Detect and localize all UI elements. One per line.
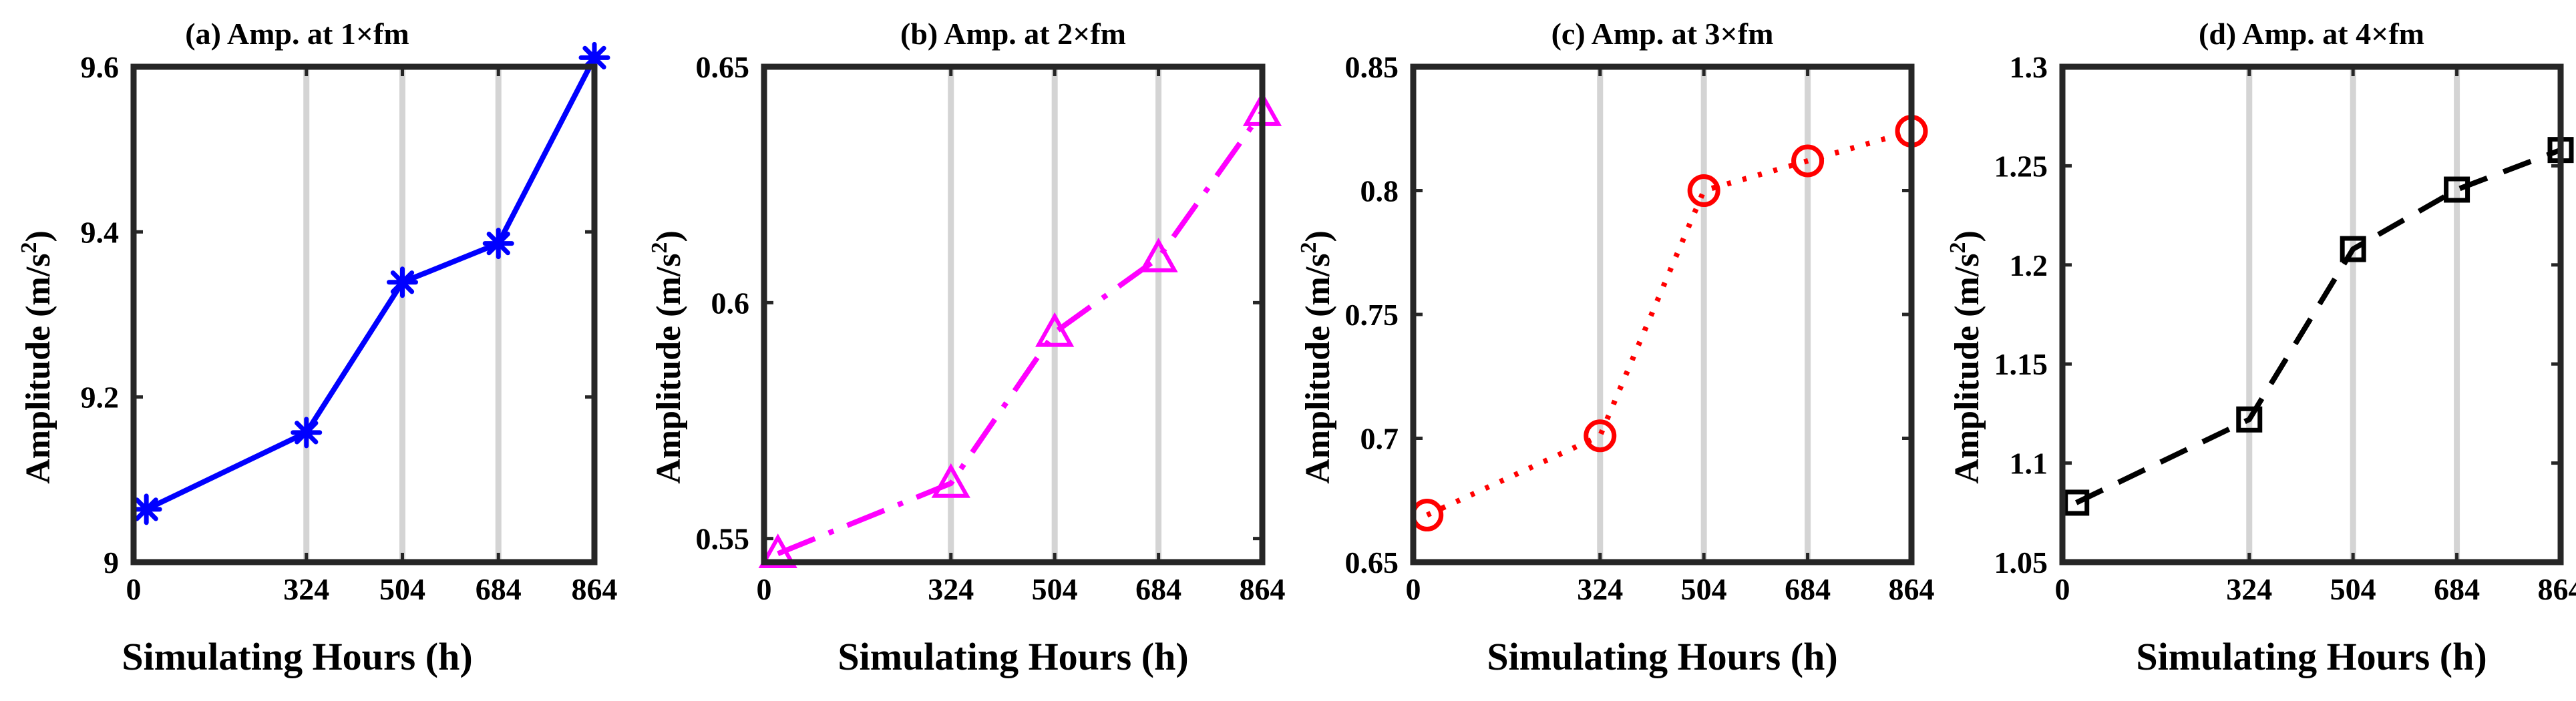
x-tick-label: 324 xyxy=(283,572,329,606)
axes-box xyxy=(761,63,1266,565)
x-tick-label: 864 xyxy=(1240,572,1286,606)
data-point xyxy=(2063,489,2090,516)
data-point xyxy=(2236,406,2263,433)
x-tick-label: 504 xyxy=(1032,572,1078,606)
panel-c: (c) Amp. at 3×fm Simulating Hours (h) Am… xyxy=(1296,17,1935,678)
y-tick-label: 9.4 xyxy=(81,215,120,249)
y-tick-label: 1.2 xyxy=(2010,248,2048,282)
data-point xyxy=(1791,144,1825,178)
x-tick-label: 504 xyxy=(379,572,425,606)
data-point xyxy=(482,228,514,260)
panel-a-ylabel: Amplitude (m/s2) xyxy=(17,230,57,484)
x-tick-label: 324 xyxy=(2226,572,2272,606)
data-point xyxy=(2340,236,2366,262)
y-tick-label: 0.65 xyxy=(1345,545,1399,579)
x-tick-label: 0 xyxy=(757,572,772,606)
y-tick-label: 1.15 xyxy=(1994,347,2048,381)
y-tick-label: 0.85 xyxy=(1345,50,1399,84)
data-point xyxy=(758,533,797,568)
x-tick-label: 0 xyxy=(126,572,142,606)
x-tick-label: 684 xyxy=(476,572,522,606)
x-tick-label: 324 xyxy=(1577,572,1623,606)
y-tick-label: 1.05 xyxy=(1994,545,2048,579)
panel-a-xlabel: Simulating Hours (h) xyxy=(122,635,472,678)
y-tick-label: 9 xyxy=(104,545,119,579)
data-point xyxy=(387,266,418,298)
panel-d-plot: 0 324 504 684 864 1.05 1.1 1.15 1.2 1.25 1.3 xyxy=(1994,50,2576,606)
y-tick-label: 0.55 xyxy=(696,522,750,556)
series-line xyxy=(1426,128,1913,518)
panel-d: (d) Amp. at 4×fm Simulating Hours (h) Am… xyxy=(1946,17,2576,678)
axes-box xyxy=(2059,63,2564,565)
y-tick-label: 9.6 xyxy=(81,50,120,84)
y-tick-label: 0.75 xyxy=(1345,298,1399,332)
panel-a-title: (a) Amp. at 1×fm xyxy=(185,17,409,51)
x-tick-label: 684 xyxy=(1135,572,1181,606)
x-tick-label: 864 xyxy=(572,572,618,606)
axes-box xyxy=(130,63,598,565)
y-tick-label: 0.7 xyxy=(1360,422,1399,456)
data-point xyxy=(291,417,323,449)
y-tick-label: 1.25 xyxy=(1994,149,2048,183)
x-tick-label: 684 xyxy=(2434,572,2480,606)
y-tick-label: 9.2 xyxy=(81,381,120,415)
panel-c-plot: 0 324 504 684 864 0.65 0.7 0.75 0.8 0.85 xyxy=(1345,50,1935,606)
x-tick-label: 864 xyxy=(1889,572,1935,606)
panel-b-xlabel: Simulating Hours (h) xyxy=(838,635,1188,678)
data-point xyxy=(1584,419,1617,453)
x-tick-label: 504 xyxy=(2330,572,2376,606)
data-point xyxy=(1139,238,1178,272)
y-tick-label: 0.65 xyxy=(696,50,750,84)
panel-d-xlabel: Simulating Hours (h) xyxy=(2136,635,2487,678)
panel-b-plot: 0 324 504 684 864 0.55 0.6 0.65 xyxy=(696,50,1286,606)
panel-b-title: (b) Amp. at 2×fm xyxy=(900,17,1126,51)
panel-a: (a) Amp. at 1×fm Simulating Hours (h) Am… xyxy=(17,17,618,678)
x-tick-label: 324 xyxy=(928,572,974,606)
series-line xyxy=(2074,147,2562,505)
x-tick-label: 684 xyxy=(1785,572,1831,606)
data-point xyxy=(1687,174,1720,207)
panel-b-ylabel: Amplitude (m/s2) xyxy=(647,230,688,484)
panel-c-ylabel: Amplitude (m/s2) xyxy=(1296,230,1337,484)
panel-b: (b) Amp. at 2×fm Simulating Hours (h) Am… xyxy=(647,17,1286,678)
x-tick-label: 864 xyxy=(2538,572,2576,606)
y-tick-label: 0.6 xyxy=(711,286,750,320)
panel-d-ylabel: Amplitude (m/s2) xyxy=(1946,230,1986,484)
data-point xyxy=(1035,312,1075,347)
series-line xyxy=(777,109,1265,556)
panel-c-title: (c) Amp. at 3×fm xyxy=(1551,17,1774,51)
series-line xyxy=(145,56,597,512)
y-tick-label: 1.3 xyxy=(2010,50,2048,84)
x-tick-label: 0 xyxy=(1406,572,1421,606)
panel-a-plot: 0 324 504 684 864 9 9.2 9.4 9.6 xyxy=(81,41,618,606)
panel-c-xlabel: Simulating Hours (h) xyxy=(1487,635,1837,678)
y-tick-label: 1.1 xyxy=(2010,447,2048,481)
x-tick-label: 504 xyxy=(1681,572,1727,606)
data-point xyxy=(931,463,970,498)
data-point xyxy=(130,493,162,525)
y-tick-label: 0.8 xyxy=(1360,174,1399,208)
panel-d-title: (d) Amp. at 4×fm xyxy=(2199,17,2424,51)
x-tick-label: 0 xyxy=(2055,572,2070,606)
data-point xyxy=(2444,176,2470,203)
